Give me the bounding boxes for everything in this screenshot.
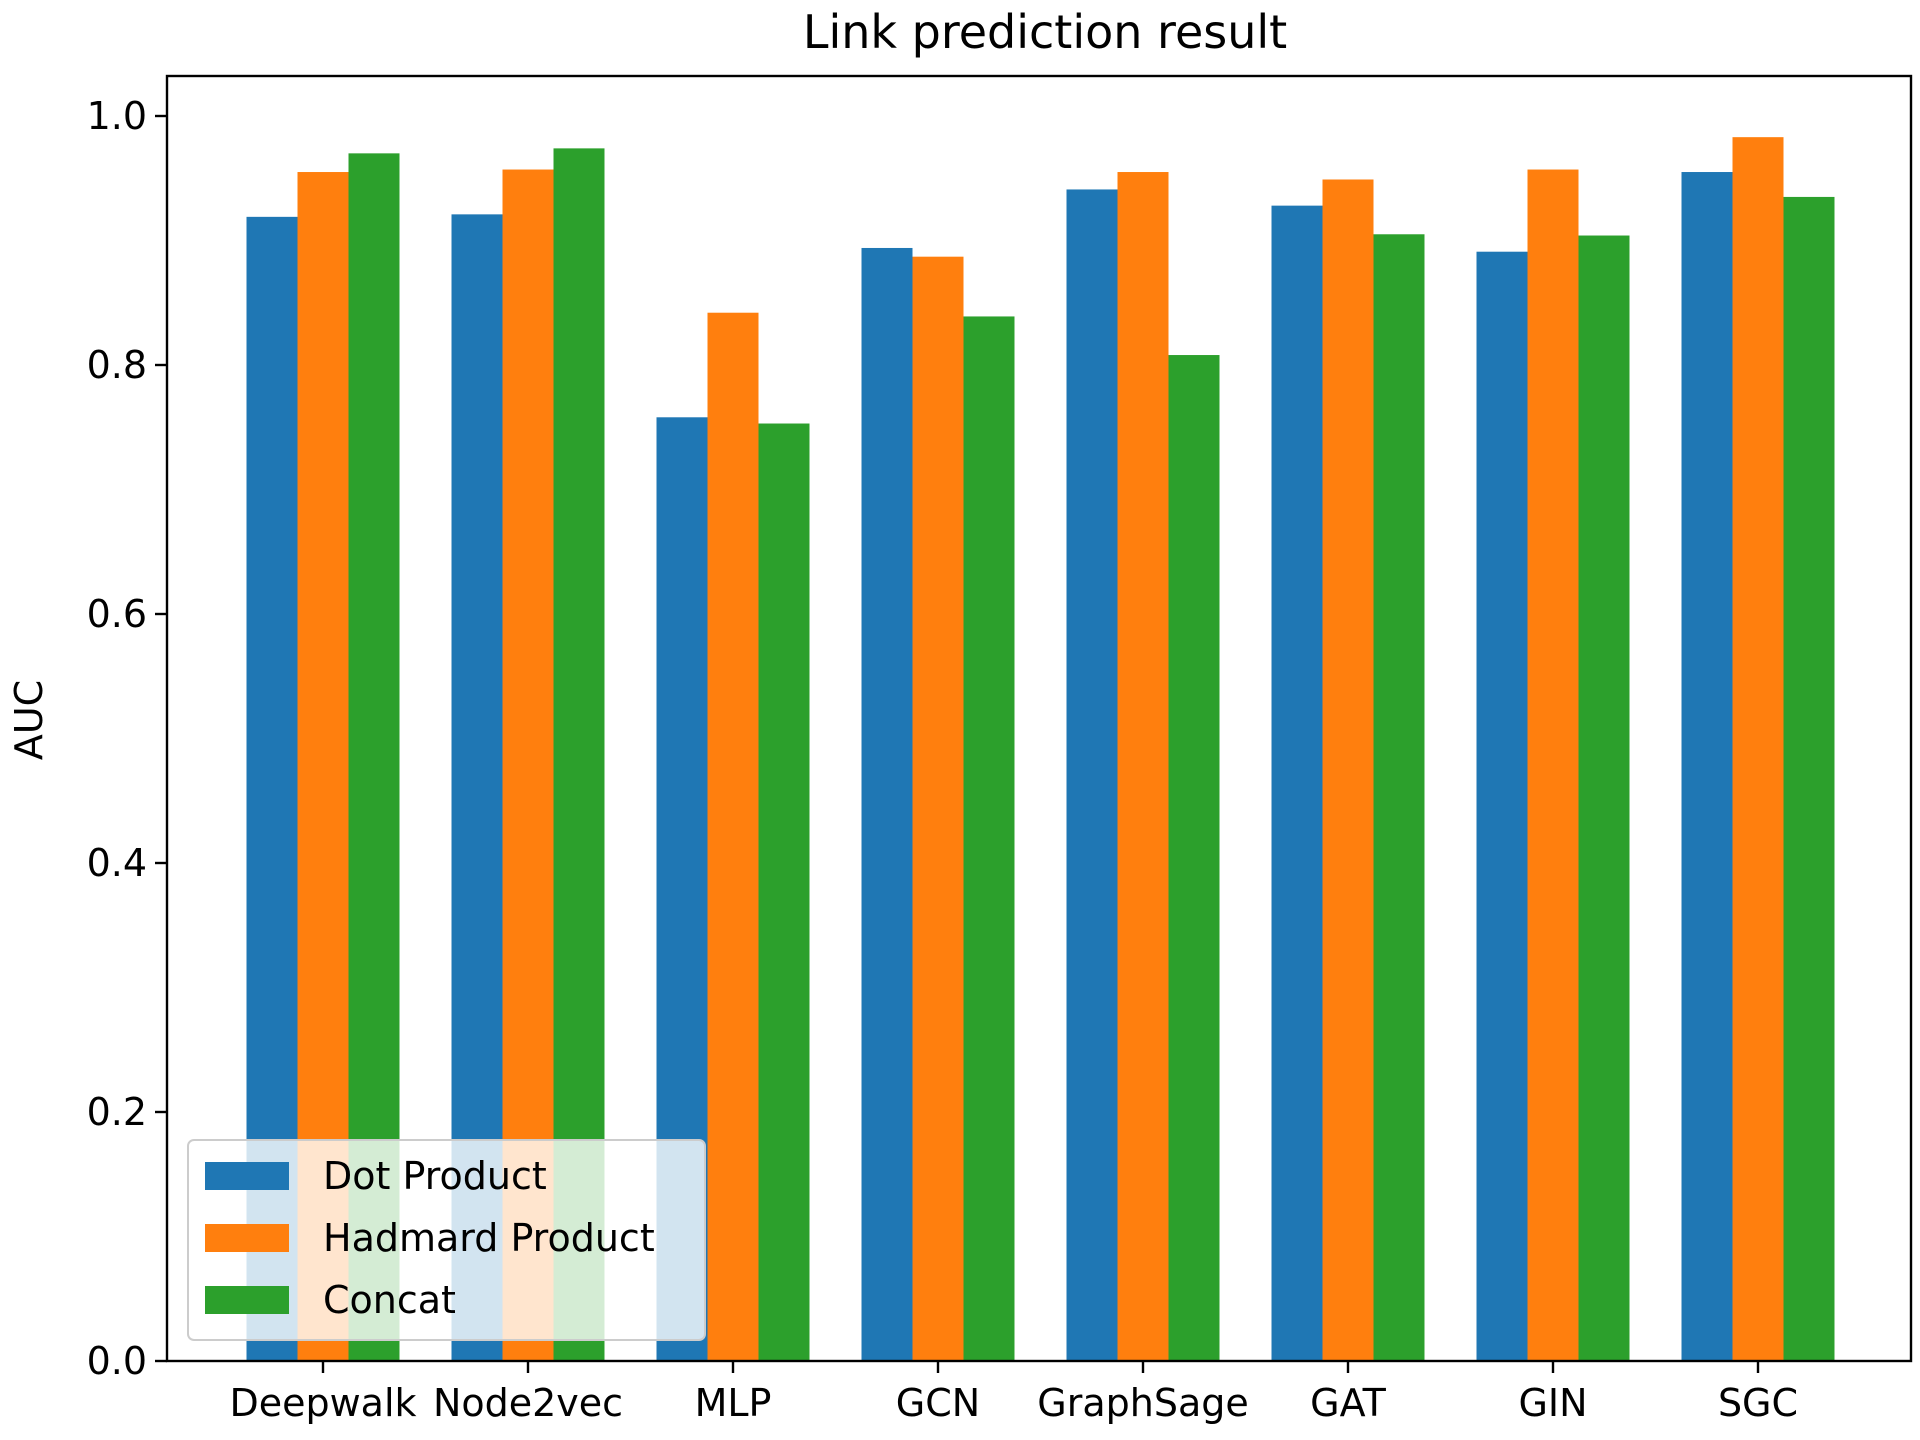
bar-graphsage-hadmard-product <box>1117 172 1169 1361</box>
bar-gat-dot-product <box>1271 205 1323 1361</box>
legend-swatch <box>205 1286 289 1314</box>
bar-sgc-dot-product <box>1681 172 1733 1361</box>
bar-mlp-hadmard-product <box>707 312 759 1362</box>
x-tick-label: MLP <box>695 1381 772 1425</box>
y-tick-label: 0.8 <box>87 343 147 387</box>
y-axis-label: AUC <box>7 680 51 760</box>
bar-gcn-hadmard-product <box>912 256 964 1361</box>
legend: Dot Product Hadmard Product Concat <box>187 1139 706 1341</box>
x-tick-label: GraphSage <box>1037 1381 1248 1425</box>
x-tick-label: Deepwalk <box>229 1381 416 1425</box>
x-tick-label: Node2vec <box>433 1381 623 1425</box>
x-tick-label: GIN <box>1518 1381 1587 1425</box>
legend-label: Dot Product <box>323 1154 547 1198</box>
plot-frame <box>165 74 1913 1363</box>
chart-title: Link prediction result <box>803 5 1287 59</box>
legend-label: Hadmard Product <box>323 1216 655 1260</box>
legend-swatch <box>205 1224 289 1252</box>
bar-gcn-dot-product <box>861 247 913 1362</box>
bar-graphsage-concat <box>1168 355 1220 1361</box>
x-tick-label: SGC <box>1718 1381 1798 1425</box>
bar-mlp-concat <box>758 423 810 1361</box>
bar-sgc-concat <box>1783 196 1835 1361</box>
bar-gin-dot-product <box>1476 251 1528 1362</box>
legend-label: Concat <box>323 1278 456 1322</box>
bar-gin-concat <box>1578 235 1630 1361</box>
bar-gat-concat <box>1373 234 1425 1361</box>
bars-group <box>246 137 1835 1362</box>
legend-swatch <box>205 1162 289 1190</box>
y-tick-label: 0.6 <box>87 592 147 636</box>
bar-graphsage-dot-product <box>1066 189 1118 1362</box>
bar-gin-hadmard-product <box>1527 169 1579 1361</box>
x-tick-label: GAT <box>1310 1381 1386 1425</box>
bar-sgc-hadmard-product <box>1732 137 1784 1361</box>
x-tick-label: GCN <box>896 1381 980 1425</box>
legend-box <box>187 1139 706 1341</box>
bar-gcn-concat <box>963 316 1015 1361</box>
x-axis: Deepwalk Node2vec MLP GCN GraphSage GAT GIN SGC <box>229 1361 1798 1425</box>
y-tick-label: 0.0 <box>87 1339 147 1383</box>
y-tick-label: 1.0 <box>87 94 147 138</box>
y-axis: 0.0 0.2 0.4 0.6 0.8 1.0 <box>87 94 167 1383</box>
bar-gat-hadmard-product <box>1322 179 1374 1361</box>
y-tick-label: 0.2 <box>87 1090 147 1134</box>
y-tick-label: 0.4 <box>87 841 147 885</box>
